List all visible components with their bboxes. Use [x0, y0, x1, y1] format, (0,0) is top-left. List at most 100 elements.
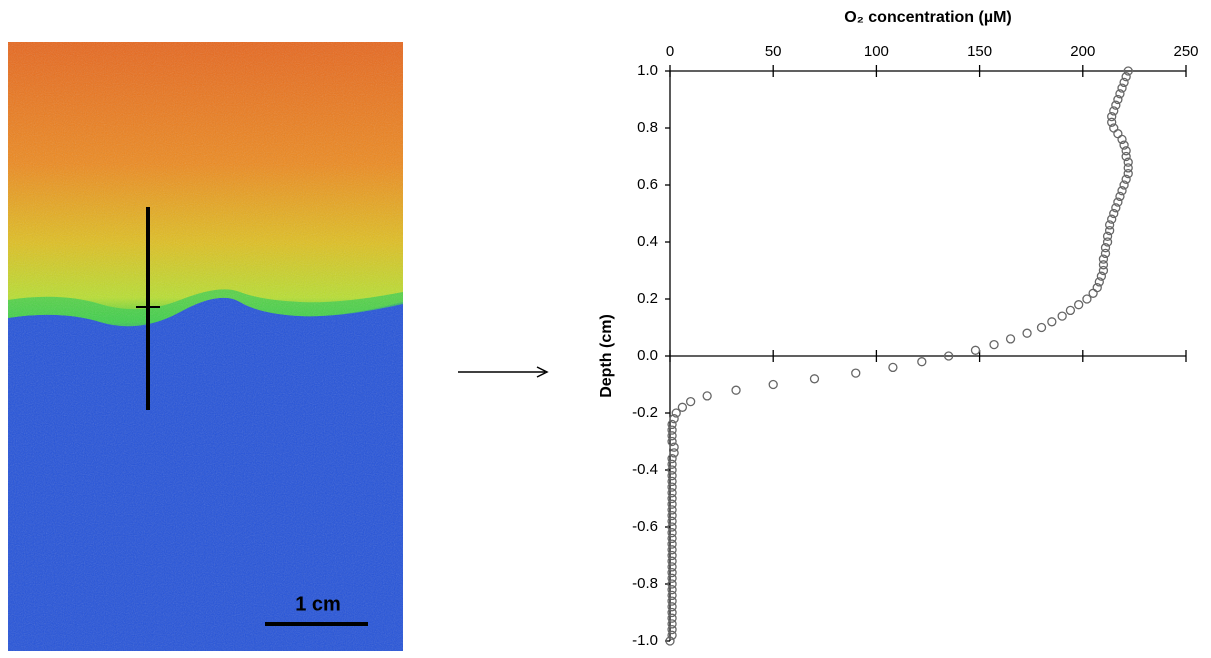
data-point — [667, 436, 677, 447]
data-point — [667, 607, 677, 618]
x-tick-label: 0 — [666, 43, 674, 60]
data-point — [809, 374, 820, 384]
data-point — [1082, 294, 1092, 304]
data-point — [970, 345, 981, 355]
y-tick-label: 0.0 — [637, 347, 658, 364]
data-point — [667, 602, 677, 612]
data-point — [1088, 288, 1098, 298]
data-point — [667, 528, 677, 538]
data-point — [1104, 220, 1115, 230]
scale-label: 1 cm — [295, 593, 341, 615]
data-point — [1119, 140, 1129, 150]
data-point — [1057, 311, 1067, 321]
y-tick-label: -0.2 — [632, 404, 658, 421]
data-point — [667, 419, 677, 430]
data-point — [667, 590, 677, 601]
y-tick-label: -0.6 — [632, 518, 658, 535]
data-point — [1098, 265, 1109, 276]
data-point — [1098, 260, 1109, 270]
data-point — [667, 585, 677, 595]
data-point — [667, 465, 677, 475]
data-point — [667, 476, 677, 487]
data-point — [1123, 168, 1133, 179]
data-point — [1115, 191, 1125, 202]
data-point — [667, 505, 677, 515]
data-point — [1117, 186, 1127, 196]
data-point — [917, 357, 927, 367]
y-tick-label: 0.4 — [637, 233, 658, 250]
data-point — [671, 408, 681, 418]
data-point — [1121, 146, 1131, 156]
data-point — [667, 499, 677, 509]
x-tick-label: 200 — [1070, 43, 1095, 60]
x-tick-label: 250 — [1173, 43, 1198, 60]
data-point — [667, 624, 677, 635]
data-point — [667, 482, 677, 492]
data-point — [667, 425, 677, 435]
data-point — [731, 385, 741, 395]
y-tick-label: 0.6 — [637, 176, 658, 193]
data-point — [1115, 89, 1125, 99]
data-point — [667, 573, 677, 583]
x-axis-title: O₂ concentration (µM) — [844, 9, 1011, 26]
y-axis-title: Depth (cm) — [598, 314, 615, 398]
data-point — [702, 391, 712, 401]
data-point — [667, 493, 677, 504]
data-point — [1111, 203, 1121, 213]
data-point — [667, 459, 677, 469]
data-point — [667, 545, 677, 555]
data-point — [943, 351, 954, 361]
data-point — [1113, 129, 1123, 139]
data-point — [667, 556, 677, 566]
arrow-head — [536, 366, 549, 378]
data-point — [667, 522, 677, 532]
data-point — [1111, 100, 1121, 110]
y-tick-label: 0.2 — [637, 290, 658, 307]
y-tick-label: -0.8 — [632, 575, 658, 592]
data-point — [667, 596, 677, 606]
data-point — [768, 379, 778, 390]
data-point — [667, 539, 677, 549]
data-point — [1102, 237, 1113, 247]
data-point — [1107, 111, 1117, 122]
data-point — [1100, 248, 1111, 259]
data-point — [667, 619, 677, 629]
x-tick-label: 50 — [765, 43, 782, 60]
data-point — [669, 442, 679, 452]
y-tick-label: -1.0 — [632, 632, 658, 649]
data-point — [669, 448, 679, 458]
data-point — [667, 471, 677, 481]
y-tick-label: 1.0 — [637, 62, 658, 79]
data-point — [1109, 106, 1119, 116]
data-point — [1065, 305, 1076, 316]
data-point — [1117, 83, 1127, 93]
data-point — [667, 567, 677, 578]
data-point — [667, 579, 677, 589]
data-point — [1113, 94, 1123, 105]
data-point — [1113, 197, 1123, 207]
y-tick-label: -0.4 — [632, 461, 658, 478]
data-point — [1117, 134, 1127, 145]
data-point — [1119, 77, 1129, 88]
data-point — [1096, 271, 1107, 281]
data-point — [888, 362, 898, 373]
data-point — [667, 488, 677, 498]
data-point — [667, 550, 677, 561]
data-point — [1074, 300, 1084, 310]
optode-image — [8, 42, 403, 651]
data-point — [677, 402, 688, 412]
data-point — [1123, 157, 1133, 167]
data-point — [1121, 72, 1131, 82]
data-point — [1047, 317, 1057, 327]
data-point — [669, 414, 679, 424]
data-point — [667, 562, 677, 572]
data-point — [665, 636, 675, 646]
data-point — [667, 533, 677, 544]
data-point — [1123, 163, 1133, 173]
data-point — [1107, 117, 1117, 127]
data-point — [1102, 231, 1113, 241]
data-point — [667, 510, 677, 521]
x-tick-label: 150 — [967, 43, 992, 60]
data-point — [1100, 243, 1111, 253]
